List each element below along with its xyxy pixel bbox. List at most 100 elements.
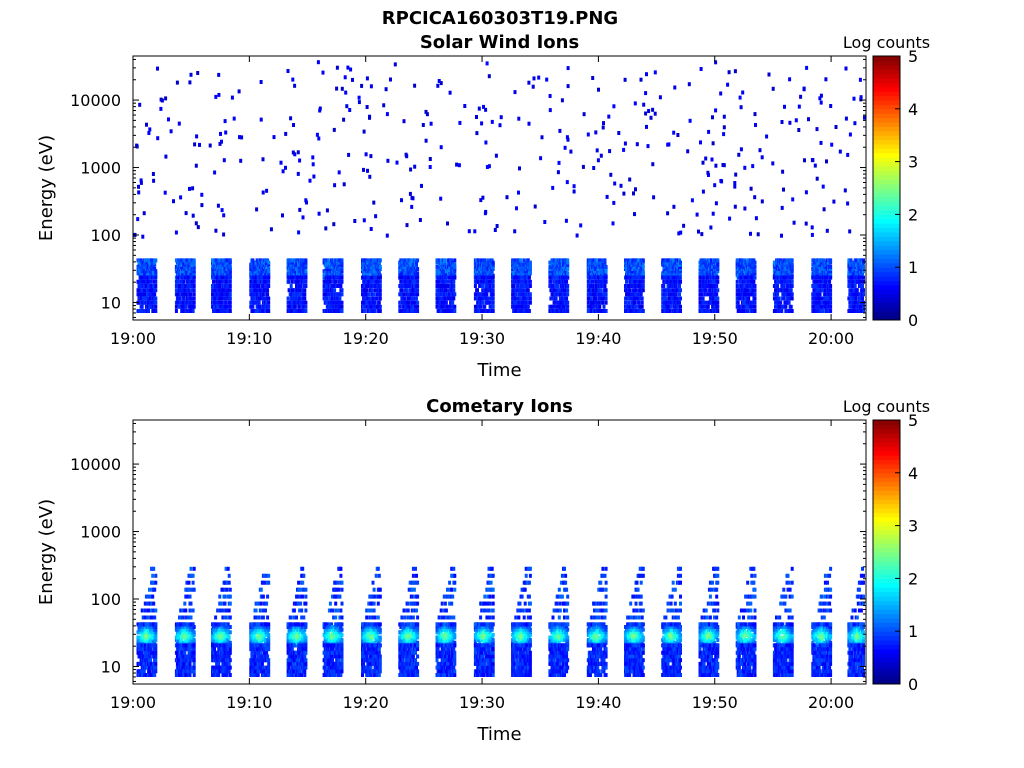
- heatmap-cell: [411, 296, 415, 301]
- heatmap-cell: [751, 288, 755, 293]
- heatmap-cell: [174, 230, 178, 235]
- heatmap-cell: [790, 284, 794, 288]
- heatmap-cell: [641, 271, 645, 276]
- heatmap-cell: [588, 279, 592, 284]
- heatmap-cell: [411, 271, 415, 276]
- heatmap-cell: [485, 260, 489, 265]
- heatmap-cell: [704, 267, 708, 271]
- heatmap-cell: [414, 271, 417, 276]
- heatmap-cell: [414, 269, 417, 274]
- heatmap-cell: [374, 275, 378, 280]
- heatmap-cell: [304, 279, 308, 284]
- heatmap-cell: [564, 292, 568, 297]
- heatmap-cell: [599, 260, 603, 265]
- heatmap-cell: [139, 271, 143, 276]
- heatmap-cell: [662, 284, 666, 288]
- heatmap-cell: [632, 267, 636, 271]
- heatmap-cell: [484, 267, 488, 271]
- heatmap-cell: [264, 309, 267, 313]
- heatmap-cell: [340, 300, 344, 305]
- heatmap-cell: [629, 258, 633, 263]
- heatmap-cell: [604, 292, 608, 297]
- heatmap-cell: [159, 106, 163, 111]
- heatmap-cell: [252, 296, 256, 301]
- heatmap-cell: [326, 269, 330, 274]
- heatmap-cell: [446, 279, 449, 284]
- heatmap-cell: [777, 260, 781, 265]
- heatmap-cell: [812, 279, 816, 284]
- heatmap-cell: [799, 94, 803, 99]
- heatmap-cell: [477, 264, 480, 269]
- heatmap-cell: [740, 296, 744, 301]
- heatmap-cell: [265, 188, 269, 193]
- heatmap-cell: [416, 288, 420, 293]
- heatmap-cell: [405, 288, 409, 293]
- heatmap-cell: [399, 300, 403, 305]
- heatmap-cell: [671, 288, 675, 293]
- heatmap-cell: [818, 292, 822, 297]
- heatmap-cell: [222, 232, 226, 237]
- heatmap-cell: [384, 87, 388, 92]
- heatmap-cell: [601, 262, 605, 267]
- heatmap-cell: [753, 269, 757, 274]
- heatmap-cell: [780, 120, 784, 124]
- heatmap-cell: [304, 271, 308, 276]
- heatmap-cell: [451, 300, 455, 305]
- heatmap-cell: [526, 269, 530, 274]
- heatmap-cell: [478, 262, 482, 267]
- heatmap-cell: [669, 304, 673, 309]
- heatmap-cell: [333, 183, 337, 188]
- heatmap-cell: [154, 309, 158, 313]
- heatmap-cell: [286, 300, 290, 305]
- heatmap-cell: [682, 223, 686, 228]
- heatmap-cell: [478, 284, 482, 288]
- heatmap-cell: [437, 279, 441, 284]
- heatmap-cell: [562, 292, 565, 297]
- heatmap-cell: [827, 262, 830, 267]
- heatmap-cell: [789, 260, 793, 265]
- heatmap-cell: [219, 309, 223, 313]
- heatmap-cell: [264, 260, 267, 265]
- heatmap-cell: [251, 304, 255, 309]
- heatmap-cell: [265, 300, 269, 305]
- heatmap-cell: [699, 67, 703, 71]
- heatmap-cell: [478, 296, 482, 301]
- heatmap-cell: [457, 163, 461, 168]
- heatmap-cell: [389, 77, 392, 82]
- heatmap-cell: [710, 157, 714, 162]
- heatmap-cell: [619, 183, 623, 188]
- heatmap-cell: [453, 304, 457, 309]
- heatmap-cell: [214, 94, 218, 99]
- heatmap-cell: [185, 292, 189, 297]
- heatmap-cell: [592, 166, 596, 170]
- heatmap-cell: [514, 288, 518, 293]
- heatmap-cell: [487, 74, 491, 79]
- heatmap-cell: [191, 186, 195, 191]
- heatmap-cell: [735, 271, 739, 276]
- heatmap-cell: [663, 273, 667, 278]
- heatmap-cell: [594, 130, 598, 135]
- heatmap-cell: [228, 309, 232, 313]
- heatmap-cell: [250, 267, 254, 271]
- heatmap-cell: [528, 267, 532, 271]
- heatmap-cell: [138, 102, 142, 107]
- heatmap-cell: [738, 95, 742, 100]
- heatmap-cell: [298, 271, 302, 276]
- heatmap-cell: [676, 133, 680, 137]
- heatmap-cell: [296, 258, 299, 263]
- heatmap-cell: [829, 104, 833, 108]
- heatmap-cell: [218, 267, 222, 271]
- heatmap-cell: [220, 139, 223, 144]
- heatmap-cell: [671, 275, 675, 280]
- heatmap-cell: [452, 271, 456, 276]
- heatmap-cell: [154, 300, 158, 305]
- heatmap-cell: [783, 104, 786, 109]
- heatmap-cell: [377, 271, 381, 276]
- heatmap-cell: [167, 117, 170, 122]
- heatmap-cell: [752, 267, 756, 271]
- heatmap-cell: [733, 204, 737, 209]
- heatmap-cell: [340, 304, 344, 309]
- heatmap-cell: [194, 163, 198, 168]
- heatmap-cell: [674, 258, 678, 263]
- heatmap-cell: [667, 275, 671, 280]
